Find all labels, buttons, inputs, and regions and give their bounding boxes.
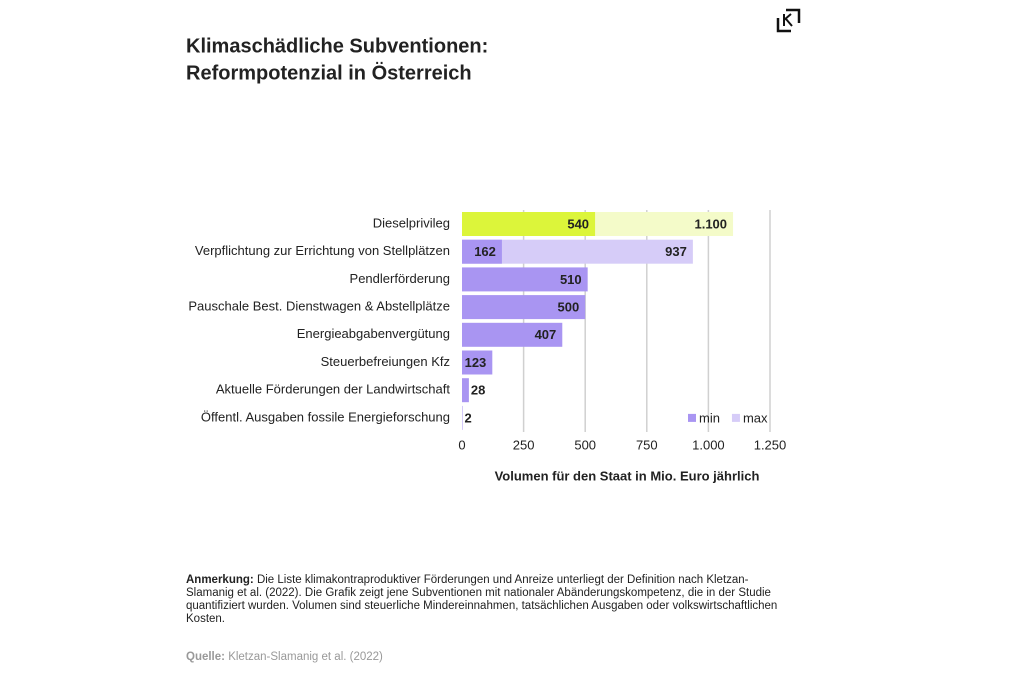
value-label: 407 bbox=[535, 327, 557, 342]
source: Quelle: Kletzan-Slamanig et al. (2022) bbox=[186, 651, 383, 663]
note: Anmerkung: Die Liste klimakontraprodukti… bbox=[186, 574, 786, 626]
source-text: Kletzan-Slamanig et al. (2022) bbox=[228, 651, 383, 663]
value-label: 162 bbox=[474, 244, 496, 259]
x-tick-label: 500 bbox=[574, 437, 596, 452]
value-label: 2 bbox=[464, 410, 471, 425]
x-axis-label: Volumen für den Staat in Mio. Euro jährl… bbox=[495, 468, 760, 483]
y-tick-label: Pauschale Best. Dienstwagen & Abstellplä… bbox=[188, 299, 450, 314]
bar bbox=[462, 322, 563, 347]
y-tick-label: Pendlerförderung bbox=[350, 271, 450, 286]
value-label: 28 bbox=[471, 383, 485, 398]
logo-letter bbox=[783, 13, 793, 27]
source-label: Quelle: bbox=[186, 651, 225, 663]
bar bbox=[462, 239, 502, 264]
logo-corner bbox=[786, 8, 801, 23]
chart-title: Klimaschädliche Subventionen: bbox=[186, 35, 488, 57]
legend-swatch bbox=[688, 413, 696, 422]
y-tick-label: Öffentl. Ausgaben fossile Energieforschu… bbox=[201, 409, 450, 424]
value-label: 937 bbox=[665, 244, 687, 259]
y-tick-label: Verpflichtung zur Errichtung von Stellpl… bbox=[195, 243, 450, 258]
logo bbox=[776, 8, 801, 33]
chart-title: Reformpotenzial in Österreich bbox=[186, 61, 472, 84]
y-tick-label: Dieselprivileg bbox=[373, 215, 450, 230]
x-tick-label: 1.250 bbox=[754, 437, 787, 452]
value-label: 540 bbox=[567, 216, 589, 231]
logo-corner bbox=[776, 18, 791, 33]
legend-label: max bbox=[743, 410, 768, 425]
y-tick-label: Energieabgabenvergütung bbox=[297, 326, 450, 341]
bar bbox=[462, 267, 588, 292]
bar bbox=[462, 378, 469, 403]
x-tick-label: 0 bbox=[458, 437, 465, 452]
note-text: Die Liste klimakontraproduktiver Förderu… bbox=[186, 574, 778, 625]
y-tick-label: Steuerbefreiungen Kfz bbox=[321, 354, 450, 369]
legend-swatch bbox=[731, 413, 740, 422]
y-tick-label: Aktuelle Förderungen der Landwirtschaft bbox=[216, 382, 451, 397]
x-tick-label: 1.000 bbox=[692, 437, 725, 452]
value-label: 510 bbox=[560, 272, 582, 287]
value-label: 1.100 bbox=[694, 216, 727, 231]
note-label: Anmerkung: bbox=[186, 574, 254, 586]
x-tick-label: 750 bbox=[636, 437, 658, 452]
value-label: 123 bbox=[465, 355, 487, 370]
bar bbox=[462, 350, 493, 375]
bar bbox=[462, 212, 596, 236]
bar bbox=[462, 295, 586, 320]
value-label: 500 bbox=[557, 300, 579, 315]
legend-label: min bbox=[699, 410, 720, 425]
x-tick-label: 250 bbox=[513, 437, 535, 452]
